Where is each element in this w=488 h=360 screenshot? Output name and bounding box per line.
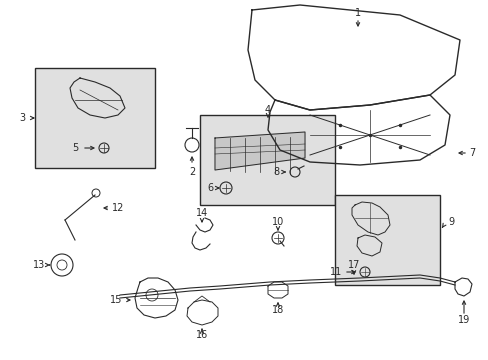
- Text: 12: 12: [112, 203, 124, 213]
- Bar: [35, 68, 155, 168]
- Text: 10: 10: [271, 217, 284, 227]
- Text: 19: 19: [457, 315, 469, 325]
- Text: 8: 8: [273, 167, 280, 177]
- Text: 3: 3: [19, 113, 25, 123]
- Text: 4: 4: [264, 105, 270, 115]
- Text: 11: 11: [329, 267, 341, 277]
- Text: 13: 13: [33, 260, 45, 270]
- Text: 9: 9: [447, 217, 453, 227]
- Text: 7: 7: [468, 148, 474, 158]
- Text: 18: 18: [271, 305, 284, 315]
- Text: 14: 14: [196, 208, 208, 218]
- Polygon shape: [215, 132, 305, 170]
- Text: 1: 1: [354, 8, 360, 18]
- Text: 16: 16: [196, 330, 208, 340]
- Bar: [334, 195, 439, 285]
- Bar: [200, 115, 334, 205]
- Text: 5: 5: [72, 143, 78, 153]
- Text: 17: 17: [347, 260, 360, 270]
- Text: 6: 6: [206, 183, 213, 193]
- Text: 15: 15: [109, 295, 122, 305]
- Text: 2: 2: [188, 167, 195, 177]
